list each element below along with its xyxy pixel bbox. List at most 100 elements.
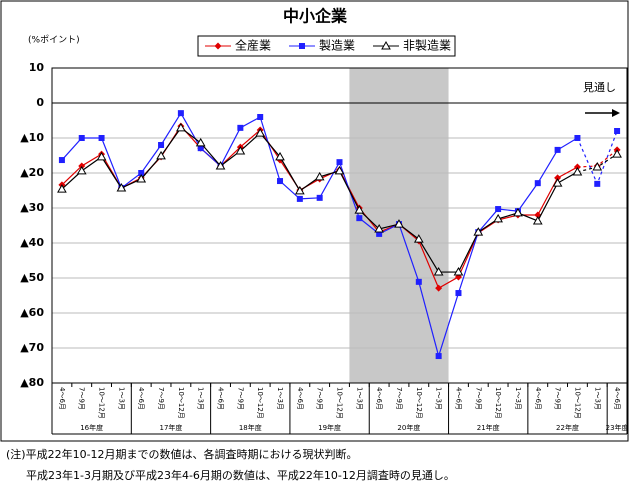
marker bbox=[98, 135, 105, 141]
year-label: 19年度 bbox=[318, 423, 341, 432]
note: 平成23年1-3月期及び平成23年4-6月期の数値は、平成22年10-12月調査… bbox=[26, 468, 455, 482]
x-tick-label: 4～6月 bbox=[613, 387, 621, 410]
marker bbox=[275, 151, 285, 161]
x-tick-label: 10～12月 bbox=[494, 387, 502, 419]
x-tick-label: 10～12月 bbox=[177, 387, 185, 419]
marker bbox=[136, 173, 147, 183]
year-label: 22年度 bbox=[556, 423, 579, 432]
marker bbox=[177, 110, 184, 117]
marker bbox=[495, 206, 502, 213]
marker bbox=[614, 128, 621, 134]
y-tick-label: 10 bbox=[29, 61, 45, 74]
legend-box bbox=[197, 35, 456, 57]
x-tick-label: 1～3月 bbox=[514, 387, 522, 410]
x-tick-label: 1～3月 bbox=[276, 387, 284, 410]
marker bbox=[138, 170, 145, 176]
marker bbox=[195, 137, 206, 147]
annotation: 見通し bbox=[583, 81, 616, 94]
x-tick-label: 4～6月 bbox=[296, 387, 304, 410]
y-tick-label: ▲40 bbox=[20, 236, 44, 249]
x-tick-label: 10～12月 bbox=[336, 387, 344, 419]
marker bbox=[413, 234, 424, 243]
marker bbox=[394, 219, 404, 228]
marker bbox=[612, 149, 622, 158]
y-tick-label: ▲20 bbox=[20, 166, 44, 179]
marker bbox=[314, 171, 325, 181]
marker bbox=[473, 227, 484, 236]
marker bbox=[592, 162, 603, 171]
marker bbox=[214, 42, 222, 50]
marker bbox=[455, 290, 462, 297]
marker bbox=[493, 213, 503, 223]
x-tick-label: 7～9月 bbox=[78, 387, 86, 410]
chart-title: 中小企業 bbox=[283, 7, 348, 26]
y-tick-label: ▲60 bbox=[20, 306, 44, 319]
marker bbox=[415, 278, 422, 285]
year-label: 17年度 bbox=[160, 423, 183, 432]
x-tick-label: 1～3月 bbox=[197, 387, 205, 410]
marker bbox=[176, 122, 186, 132]
marker bbox=[435, 284, 443, 292]
marker bbox=[433, 267, 444, 276]
x-tick-label: 7～9月 bbox=[554, 387, 562, 410]
marker bbox=[552, 178, 563, 187]
marker bbox=[116, 183, 127, 192]
marker bbox=[76, 165, 87, 175]
marker bbox=[354, 205, 365, 214]
note: (注)平成22年10-12月期までの数値は、各調査時期における現状判断。 bbox=[6, 447, 358, 461]
legend-label: 製造業 bbox=[319, 39, 355, 53]
x-tick-label: 4～6月 bbox=[217, 387, 225, 410]
marker bbox=[554, 146, 561, 153]
year-label: 20年度 bbox=[397, 423, 420, 432]
y-tick-label: ▲10 bbox=[20, 131, 44, 144]
x-tick-label: 1～3月 bbox=[355, 387, 363, 410]
x-tick-label: 7～9月 bbox=[316, 387, 324, 410]
x-tick-label: 7～9月 bbox=[395, 387, 403, 410]
marker bbox=[356, 215, 363, 222]
marker bbox=[58, 157, 65, 164]
marker bbox=[156, 150, 166, 160]
marker bbox=[376, 230, 383, 237]
marker bbox=[277, 178, 284, 185]
x-tick-label: 4～6月 bbox=[137, 387, 145, 410]
x-tick-label: 10～12月 bbox=[256, 387, 264, 419]
marker bbox=[255, 128, 266, 137]
marker bbox=[594, 180, 601, 187]
x-tick-label: 7～9月 bbox=[236, 387, 244, 410]
marker bbox=[96, 151, 107, 161]
x-tick-label: 7～9月 bbox=[474, 387, 482, 410]
arrow-head bbox=[612, 109, 620, 117]
x-tick-label: 1～3月 bbox=[117, 387, 125, 410]
marker bbox=[513, 207, 523, 217]
marker bbox=[336, 159, 343, 166]
x-tick-label: 4～6月 bbox=[375, 387, 383, 410]
marker bbox=[334, 165, 345, 175]
marker bbox=[381, 40, 391, 50]
marker bbox=[435, 353, 442, 360]
marker bbox=[257, 114, 264, 120]
marker bbox=[316, 194, 323, 201]
year-label: 23年度 bbox=[606, 423, 629, 432]
chart-frame bbox=[0, 0, 629, 442]
marker bbox=[534, 180, 541, 187]
y-tick-label: 0 bbox=[36, 96, 44, 109]
marker bbox=[237, 124, 244, 131]
series-line bbox=[61, 111, 578, 359]
marker bbox=[296, 195, 303, 202]
marker bbox=[197, 145, 204, 152]
x-tick-label: 4～6月 bbox=[58, 387, 66, 410]
y-tick-label: ▲80 bbox=[20, 376, 44, 389]
y-tick-label: ▲50 bbox=[20, 271, 44, 284]
marker bbox=[532, 215, 543, 225]
legend-label: 非製造業 bbox=[403, 39, 451, 53]
marker bbox=[554, 174, 562, 182]
marker bbox=[299, 43, 305, 49]
y-tick-label: ▲70 bbox=[20, 341, 44, 354]
marker bbox=[78, 135, 85, 141]
y-axis-label: (%ポイント) bbox=[28, 35, 80, 46]
x-tick-label: 4～6月 bbox=[454, 387, 462, 410]
marker bbox=[215, 160, 226, 170]
y-tick-label: ▲30 bbox=[20, 201, 44, 214]
legend-label: 全産業 bbox=[235, 38, 271, 53]
